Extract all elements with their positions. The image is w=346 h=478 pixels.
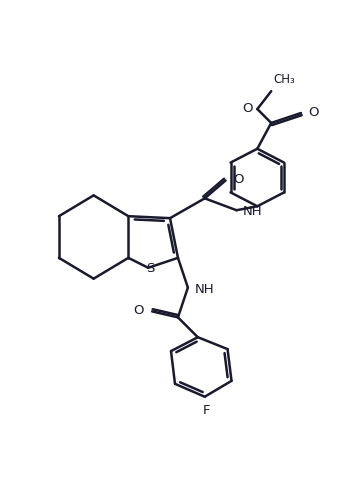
Text: NH: NH [243,205,262,217]
Text: O: O [308,106,318,119]
Text: F: F [203,404,210,417]
Text: NH: NH [195,283,215,296]
Text: O: O [242,101,252,115]
Text: CH₃: CH₃ [273,73,295,86]
Text: O: O [134,304,144,317]
Text: O: O [234,173,244,186]
Text: S: S [146,262,154,275]
